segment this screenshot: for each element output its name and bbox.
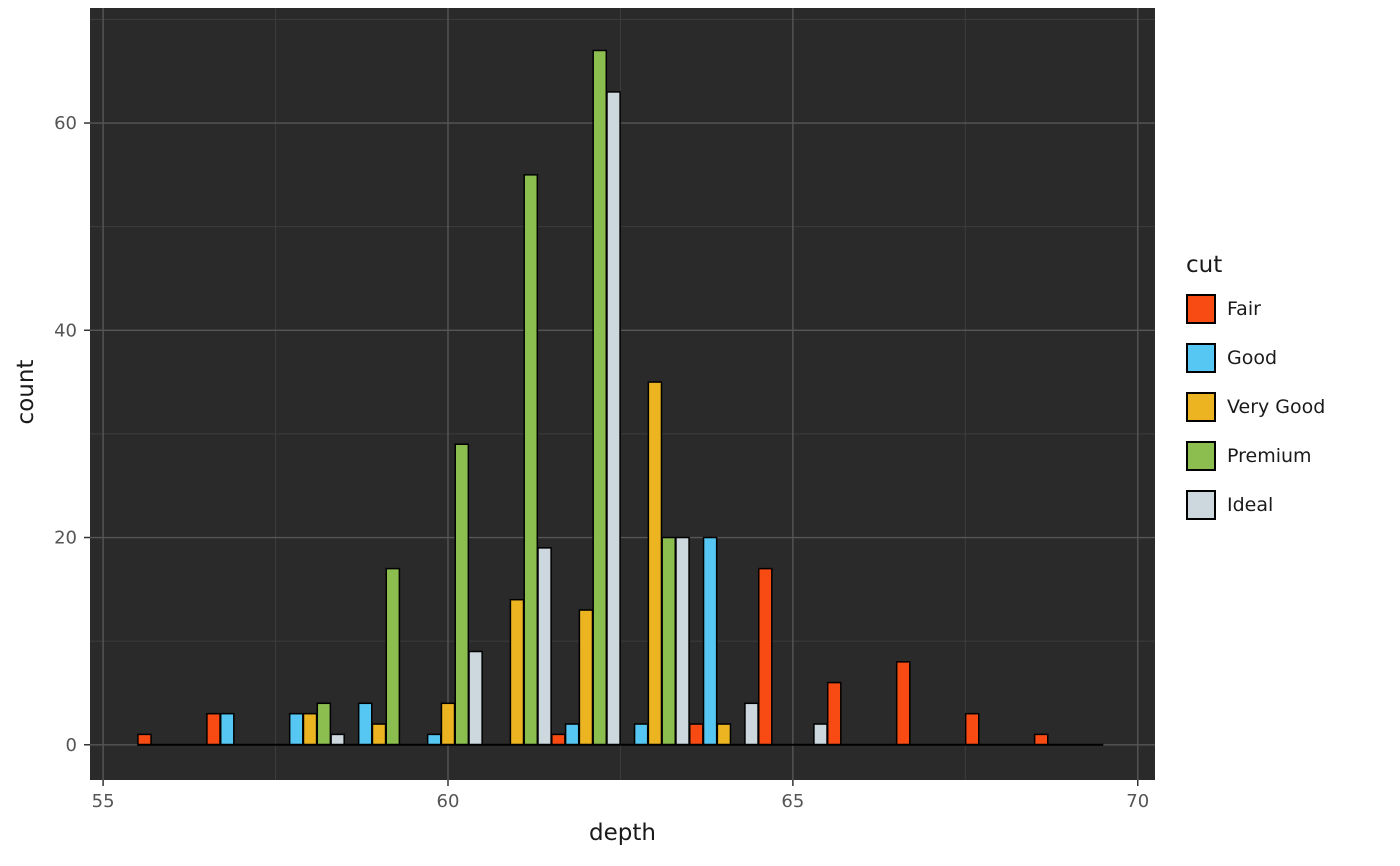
histogram-bar [426,733,442,746]
histogram-bar [675,536,690,746]
histogram-bar [302,712,318,746]
x-tick-label: 55 [92,791,115,812]
legend-item: Ideal [1186,490,1325,520]
histogram-bar [757,567,773,746]
legend-item: Good [1186,343,1325,373]
histogram-bar [440,702,456,746]
histogram-bar [964,712,980,746]
histogram-bar [661,536,677,746]
legend-swatch [1186,392,1216,422]
histogram-bar [813,723,828,746]
legend-swatch [1186,294,1216,324]
y-tick-label: 40 [54,320,77,341]
histogram-bar [137,733,152,746]
y-tick-label: 60 [54,113,77,134]
legend-label: Premium [1227,445,1312,467]
histogram-bar [468,650,483,746]
histogram-bar [895,661,911,746]
histogram-bar [551,733,566,746]
histogram-bar [288,712,304,746]
histogram-bar [316,702,332,746]
histogram-bar [592,49,608,746]
legend: cut Fair Good Very Good Premium Ideal [1186,252,1325,539]
legend-label: Fair [1227,298,1261,320]
histogram-bar [537,547,552,746]
legend-item: Fair [1186,294,1325,324]
y-axis-title: count [13,359,39,425]
histogram-bar [633,723,649,746]
histogram-bar [744,702,759,746]
legend-label: Ideal [1227,494,1274,516]
histogram-bar [702,536,718,746]
histogram-bar [509,598,525,746]
x-tick-label: 60 [437,791,460,812]
legend-items: Fair Good Very Good Premium Ideal [1186,294,1325,520]
histogram-bar [357,702,373,746]
histogram-bar [564,723,580,746]
y-tick-label: 20 [54,528,77,549]
histogram-bar [206,712,221,746]
histogram-bar [385,567,401,746]
legend-label: Very Good [1227,396,1326,418]
histogram-bar [606,91,621,746]
histogram-bar [219,712,235,746]
histogram-bar [523,174,539,746]
histogram-bar [689,723,704,746]
legend-swatch [1186,441,1216,471]
x-tick-label: 65 [781,791,804,812]
histogram-bar [716,723,732,746]
histogram-bar [826,681,842,746]
x-axis-title: depth [589,820,656,846]
histogram-bar [454,443,470,746]
legend-label: Good [1227,347,1278,369]
legend-item: Very Good [1186,392,1325,422]
histogram-bar [1033,733,1049,746]
histogram-bar [578,609,594,746]
histogram-bar [371,723,387,746]
legend-swatch [1186,343,1216,373]
legend-swatch [1186,490,1216,520]
y-tick-label: 0 [66,735,77,756]
legend-item: Premium [1186,441,1325,471]
legend-title: cut [1186,252,1223,278]
x-tick-label: 70 [1126,791,1149,812]
histogram-bar [647,381,663,746]
plot-panel [90,8,1155,780]
histogram-bar [330,733,345,746]
